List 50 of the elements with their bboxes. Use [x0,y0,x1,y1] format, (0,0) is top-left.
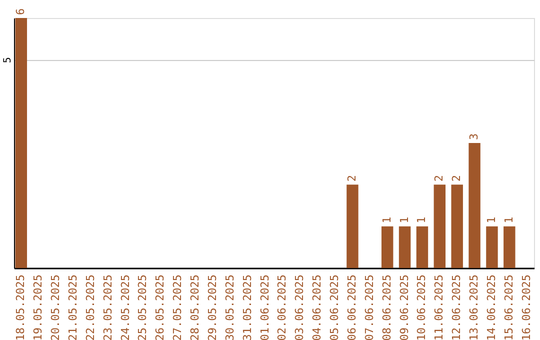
x-tick-label: 29.05.2025 [206,274,219,340]
x-tick-label: 01.06.2025 [258,274,272,340]
data-label: 2 [432,175,446,182]
bar [451,184,463,268]
x-tick-label: 02.06.2025 [276,274,289,340]
data-label: 2 [450,175,464,182]
x-tick-label: 09.06.2025 [398,274,411,340]
x-tick-label: 16.06.2025 [520,274,533,340]
x-tick-label: 08.06.2025 [380,274,394,340]
x-tick-label: 11.06.2025 [432,274,446,340]
y-tick-label: 5 [2,57,14,64]
data-label: 2 [345,175,358,182]
bar [468,143,480,268]
x-tick-label: 07.06.2025 [362,274,376,340]
bar [416,226,428,268]
x-tick-label: 24.05.2025 [118,274,132,340]
data-label: 1 [415,216,428,224]
x-tick-label: 05.06.2025 [328,274,342,340]
x-tick-label: 23.05.2025 [101,274,114,340]
x-tick-label: 26.05.2025 [154,274,167,340]
bar [486,226,498,268]
data-label: 3 [468,133,481,140]
x-tick-label: 18.05.2025 [14,274,28,340]
data-label: 6 [14,8,28,15]
x-tick-label: 15.06.2025 [502,274,516,340]
data-label: 1 [484,216,498,224]
x-tick-label: 19.05.2025 [32,274,45,340]
x-tick-label: 12.06.2025 [450,274,464,340]
x-tick-label: 10.06.2025 [415,274,428,340]
bar [381,226,394,268]
data-label: 1 [380,216,394,224]
x-tick-label: 28.05.2025 [188,274,202,340]
data-label: 1 [502,216,516,224]
x-tick-label: 13.06.2025 [468,274,481,340]
x-tick-label: 30.05.2025 [223,274,236,340]
data-label: 1 [398,216,411,224]
bar [398,226,411,268]
x-tick-label: 06.06.2025 [345,274,358,340]
x-tick-label: 31.05.2025 [240,274,254,340]
x-tick-label: 04.06.2025 [310,274,324,340]
x-tick-label: 27.05.2025 [171,274,184,340]
x-tick-label: 20.05.2025 [49,274,62,340]
x-tick-label: 22.05.2025 [84,274,97,340]
bar [434,184,446,268]
bar [504,226,516,268]
x-tick-label: 03.06.2025 [293,274,306,340]
x-tick-label: 14.06.2025 [484,274,498,340]
x-tick-label: 21.05.2025 [66,274,80,340]
x-tick-label: 25.05.2025 [136,274,150,340]
bar [346,184,358,268]
